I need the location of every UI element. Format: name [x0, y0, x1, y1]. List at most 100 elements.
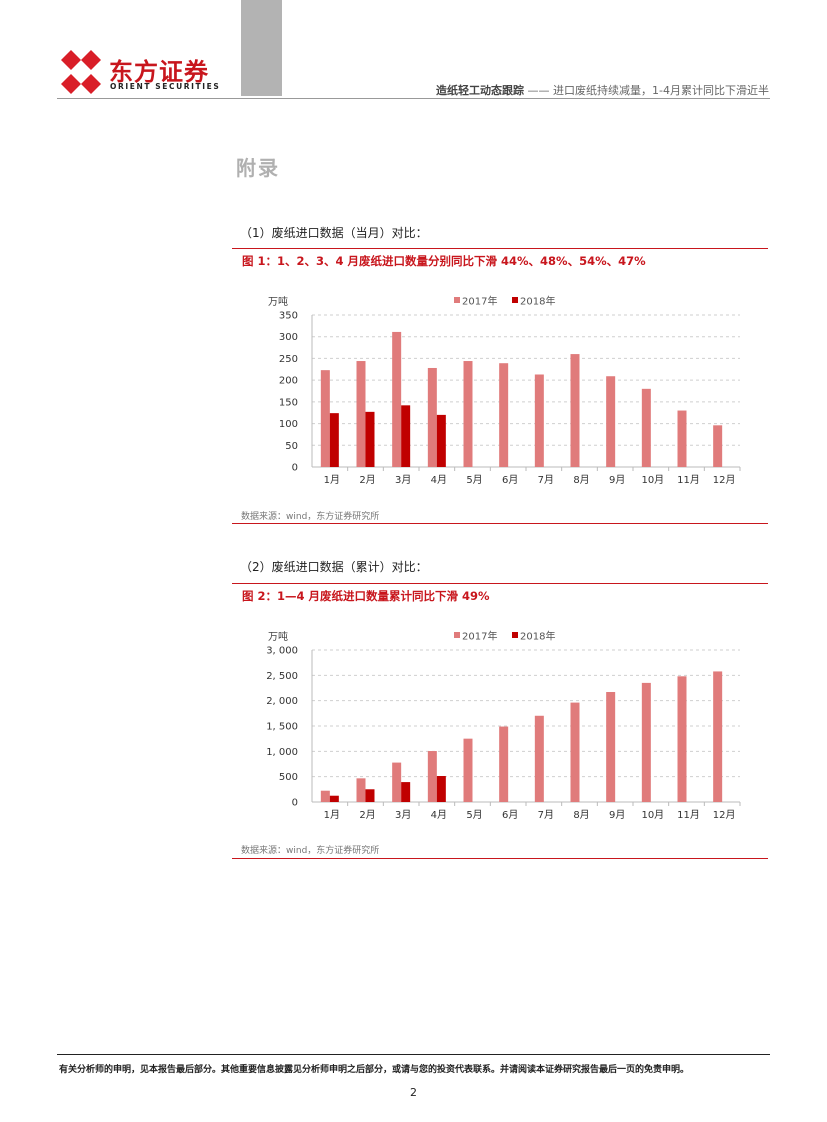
y-tick-label: 350 — [279, 311, 298, 322]
chart-0-unit-label: 万吨 — [268, 295, 288, 308]
x-tick-label: 4月 — [431, 809, 447, 821]
bar-2017 — [606, 692, 616, 802]
bar-2017 — [677, 676, 687, 802]
bar-2018 — [436, 776, 446, 802]
bar-2017 — [356, 361, 366, 467]
y-tick-label: 0 — [292, 798, 298, 809]
x-tick-label: 10月 — [641, 474, 664, 486]
bar-2017 — [499, 363, 509, 467]
bar-2018 — [329, 795, 339, 802]
x-tick-label: 11月 — [677, 474, 700, 486]
x-tick-label: 9月 — [609, 474, 625, 486]
x-tick-label: 12月 — [713, 474, 736, 486]
appendix-title: 附录 — [236, 156, 280, 180]
y-tick-label: 3, 000 — [266, 646, 298, 657]
legend-label-0: 2017年 — [462, 630, 497, 643]
x-tick-label: 6月 — [502, 474, 518, 486]
bar-2018 — [365, 789, 375, 802]
brand-name-en: ORIENT SECURITIES — [110, 82, 221, 91]
y-tick-label: 300 — [279, 332, 298, 343]
legend-swatch-0 — [454, 632, 460, 638]
y-tick-label: 2, 500 — [266, 671, 298, 682]
bar-2017 — [463, 738, 473, 802]
header-divider — [57, 98, 770, 99]
bar-2017 — [463, 361, 473, 467]
y-tick-label: 2, 000 — [266, 696, 298, 707]
section-heading-monthly: （1）废纸进口数据（当月）对比： — [240, 226, 428, 240]
bar-2017 — [392, 331, 402, 467]
figure-1-title: 图 1：1、2、3、4 月废纸进口数量分别同比下滑 44%、48%、54%、47… — [242, 254, 646, 268]
x-tick-label: 7月 — [538, 474, 554, 486]
figure-1-bottom-rule — [232, 523, 768, 524]
bar-2017 — [570, 702, 580, 802]
legend-swatch-1 — [512, 297, 518, 303]
footer-divider — [57, 1054, 770, 1055]
report-header-title: 造纸轻工动态跟踪 —— 进口废纸持续减量，1-4月累计同比下滑近半 — [436, 82, 769, 98]
figure-1-source: 数据来源：wind，东方证券研究所 — [241, 512, 380, 522]
chart-1-unit-label: 万吨 — [268, 630, 288, 643]
bar-2017 — [713, 671, 723, 802]
x-tick-label: 10月 — [641, 809, 664, 821]
x-tick-label: 2月 — [359, 474, 375, 486]
brand-logo-icon — [61, 50, 101, 94]
x-tick-label: 5月 — [466, 809, 482, 821]
y-tick-label: 1, 500 — [266, 722, 298, 733]
x-tick-label: 8月 — [573, 474, 589, 486]
bar-2018 — [436, 414, 446, 467]
footer-disclaimer: 有关分析师的申明，见本报告最后部分。其他重要信息披露见分析师申明之后部分，或请与… — [59, 1065, 690, 1075]
section-heading-cumulative: （2）废纸进口数据（累计）对比： — [240, 560, 428, 574]
y-tick-label: 500 — [279, 772, 298, 783]
legend-swatch-0 — [454, 297, 460, 303]
x-tick-label: 1月 — [324, 809, 340, 821]
y-tick-label: 0 — [292, 463, 298, 474]
figure-1-chart: 万吨 2017年 2018年 0 50 100 150 200 250 300 350 1月 2月 3月 4… — [268, 295, 741, 486]
y-tick-label: 250 — [279, 354, 298, 365]
y-tick-label: 150 — [279, 397, 298, 408]
page-number: 2 — [410, 1086, 417, 1099]
figure-2-source: 数据来源：wind，东方证券研究所 — [241, 846, 380, 856]
bar-2017 — [356, 778, 366, 802]
figure-2-title: 图 2：1—4 月废纸进口数量累计同比下滑 49% — [242, 589, 490, 603]
bar-2017 — [641, 682, 651, 802]
bar-2017 — [570, 354, 580, 467]
x-tick-label: 4月 — [431, 474, 447, 486]
x-tick-label: 11月 — [677, 809, 700, 821]
bar-2017 — [320, 370, 330, 467]
figure-2-top-rule — [232, 583, 768, 584]
figure-1-top-rule — [232, 248, 768, 249]
legend-swatch-1 — [512, 632, 518, 638]
y-tick-label: 200 — [279, 376, 298, 387]
x-tick-label: 7月 — [538, 809, 554, 821]
x-tick-label: 3月 — [395, 809, 411, 821]
bar-2017 — [641, 388, 651, 467]
figure-2-bottom-rule — [232, 858, 768, 859]
bar-2018 — [401, 405, 411, 467]
bar-2017 — [392, 762, 402, 802]
bar-2017 — [427, 751, 437, 802]
y-tick-label: 100 — [279, 419, 298, 430]
x-tick-label: 9月 — [609, 809, 625, 821]
bar-2018 — [365, 411, 375, 467]
legend-label-1: 2018年 — [520, 295, 555, 308]
figure-2-chart: 万吨 2017年 2018年 0 500 1, 000 1, 500 2, 000 2, 500… — [266, 630, 741, 821]
x-tick-label: 5月 — [466, 474, 482, 486]
brand-name-cn: 东方证券 — [109, 58, 209, 86]
bar-2017 — [499, 726, 509, 802]
bar-2017 — [534, 374, 544, 467]
brand-logo: 东方证券 ORIENT SECURITIES — [57, 48, 227, 96]
y-tick-label: 1, 000 — [266, 747, 298, 758]
x-tick-label: 6月 — [502, 809, 518, 821]
report-series: 造纸轻工动态跟踪 — [436, 84, 525, 97]
bar-2017 — [713, 425, 723, 467]
y-tick-label: 50 — [285, 441, 298, 452]
bar-2017 — [534, 715, 544, 802]
legend-label-0: 2017年 — [462, 295, 497, 308]
report-subtitle: —— 进口废纸持续减量，1-4月累计同比下滑近半 — [527, 84, 769, 97]
bar-2017 — [677, 410, 687, 467]
bar-2017 — [606, 376, 616, 467]
bar-2017 — [320, 790, 330, 802]
header-gray-tab — [241, 0, 282, 96]
bar-2017 — [427, 367, 437, 467]
bar-2018 — [329, 413, 339, 467]
x-tick-label: 8月 — [573, 809, 589, 821]
